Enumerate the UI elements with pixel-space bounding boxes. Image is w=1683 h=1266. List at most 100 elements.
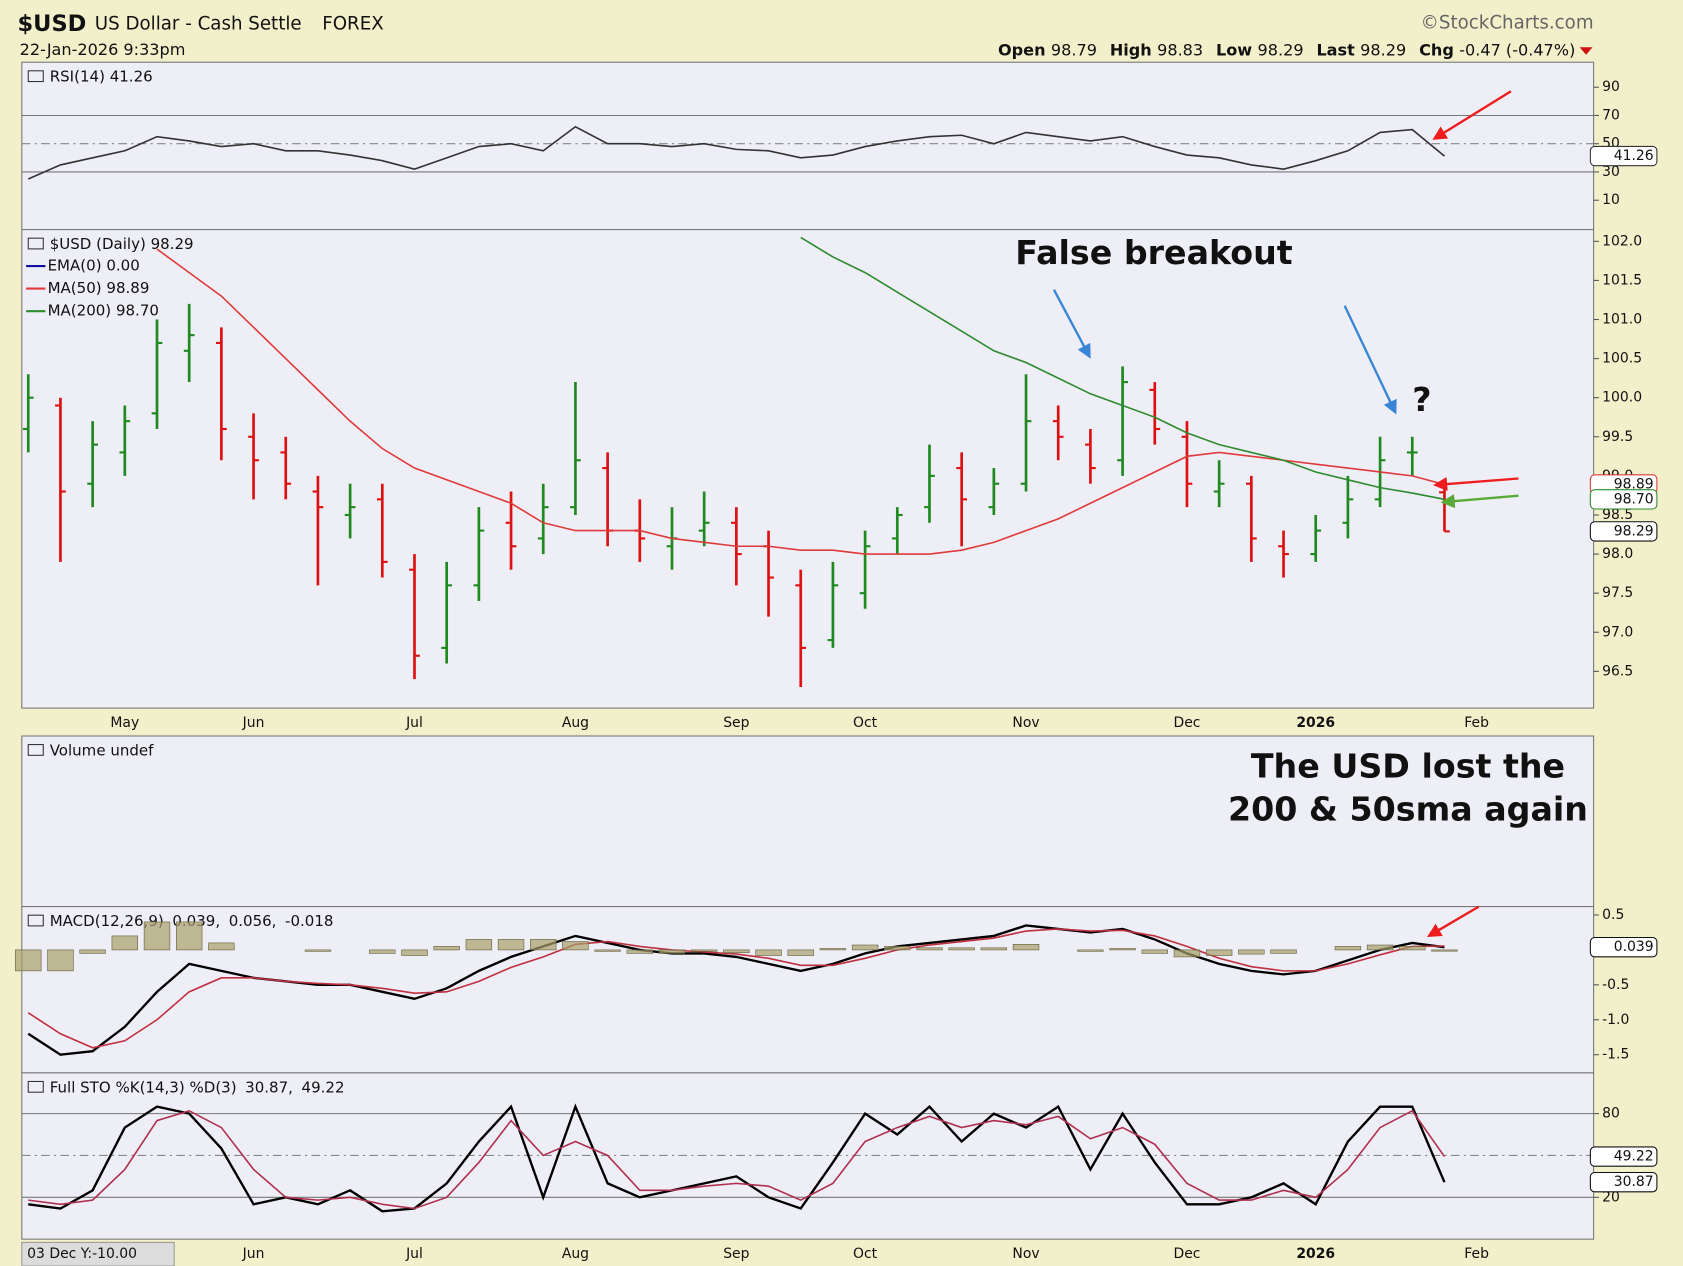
arrow <box>1433 477 1519 492</box>
histogram-bar <box>530 939 557 951</box>
histogram-bar <box>626 949 653 954</box>
panel-title: Volume undef <box>50 742 154 760</box>
y-tick-label: 30 <box>1602 164 1620 180</box>
y-tick-label: 80 <box>1602 1106 1620 1122</box>
histogram-bar <box>1399 946 1426 951</box>
price-tag <box>1589 521 1658 542</box>
price-tag-label: 98.89 <box>1614 476 1654 492</box>
y-tick-label: -1.5 <box>1602 1047 1629 1063</box>
legend-entry: -0.018 <box>285 912 333 930</box>
histogram-bar <box>916 947 943 951</box>
quote-label: Open <box>998 40 1046 59</box>
annotation: False breakout <box>1015 233 1292 272</box>
y-tick-label: 20 <box>1602 1189 1620 1205</box>
instrument-name: US Dollar - Cash Settle <box>95 14 302 35</box>
histogram-bar <box>79 949 106 954</box>
histogram-bar <box>304 949 332 952</box>
quote-value: 98.29 <box>1258 40 1304 59</box>
panel-background <box>21 906 1595 1074</box>
arrow <box>1343 305 1397 415</box>
price-tag <box>1589 489 1658 510</box>
arrow <box>1440 494 1519 509</box>
x-tick-label: Sep <box>723 1246 749 1262</box>
symbol: $USD <box>18 11 87 37</box>
price-tag-label: 98.29 <box>1614 523 1654 539</box>
histogram-bar <box>433 946 460 951</box>
panel-title: MACD(12,26,9) <box>50 912 164 930</box>
legend-entry: EMA(0) 0.00 <box>48 257 140 275</box>
x-tick-label: Feb <box>1464 715 1489 731</box>
histogram-bar <box>15 949 42 972</box>
panel-background <box>21 61 1595 231</box>
legend-entry: 30.87, <box>245 1078 293 1096</box>
x-tick-label: Feb <box>1464 1246 1489 1262</box>
y-tick-label: -1.0 <box>1602 1012 1629 1028</box>
legend-entry: MA(200) 98.70 <box>48 302 159 320</box>
annotation: 200 & 50sma again <box>1228 790 1588 829</box>
cursor-readout: 03 Dec Y:-10.00 <box>27 1246 137 1262</box>
quote-label: High <box>1110 40 1152 59</box>
title-icon <box>27 237 44 250</box>
histogram-bar <box>948 947 975 951</box>
x-tick-label: Dec <box>1173 715 1200 731</box>
x-tick-label: Nov <box>1012 715 1039 731</box>
series-line <box>27 125 1445 180</box>
y-tick-label: 101.0 <box>1602 312 1642 328</box>
histogram-bar <box>755 949 782 956</box>
title-icon <box>27 744 44 756</box>
panel-background <box>21 735 1595 908</box>
y-tick-label: 101.5 <box>1602 272 1642 288</box>
histogram-bar <box>47 949 74 972</box>
series-line <box>28 1103 1446 1213</box>
x-tick-label: Jun <box>242 1246 265 1262</box>
panel-background <box>21 229 1595 709</box>
quote-value: 98.29 <box>1360 40 1406 59</box>
y-tick-label: 10 <box>1602 192 1620 208</box>
price-tag-label: 0.039 <box>1614 939 1654 955</box>
readout-box <box>21 1241 175 1266</box>
histogram-bar <box>1109 948 1136 951</box>
series-line <box>800 236 1445 501</box>
price-tag-label: 49.22 <box>1614 1149 1654 1165</box>
x-tick-label: Sep <box>723 715 749 731</box>
arrows <box>1052 90 1519 937</box>
annotation: ? <box>1412 380 1431 419</box>
histogram-bar <box>723 949 750 954</box>
x-tick-label: Oct <box>853 715 878 731</box>
quote-line: Open 98.79 High 98.83 Low 98.29 Last 98.29 Chg -0… <box>998 40 1575 59</box>
quote-label: Chg <box>1419 40 1454 59</box>
histogram-bar <box>1431 949 1458 952</box>
price-tag-label: 41.26 <box>1614 148 1654 164</box>
y-tick-label: 97.0 <box>1602 624 1633 640</box>
histogram-bar <box>1205 949 1233 956</box>
quote-label: Last <box>1316 40 1355 59</box>
quote-value: 98.79 <box>1051 40 1097 59</box>
y-tick-label: 100.0 <box>1602 390 1642 406</box>
down-triangle <box>1579 47 1593 55</box>
histogram-bar <box>1334 946 1362 951</box>
quote-value: -0.47 (-0.47%) <box>1459 40 1575 59</box>
panel-background <box>21 1072 1595 1240</box>
series-line <box>28 1109 1446 1210</box>
arrow <box>1052 289 1091 359</box>
price-tag <box>1589 1171 1658 1193</box>
histogram-bar <box>1238 949 1265 955</box>
panel-title: $USD (Daily) 98.29 <box>50 235 194 253</box>
y-tick-label: 99.5 <box>1602 429 1633 445</box>
histogram-bar <box>594 949 621 952</box>
x-tick-label: Aug <box>562 715 589 731</box>
x-tick-label: Jul <box>405 1246 423 1262</box>
exchange: FOREX <box>322 14 383 35</box>
histogram-bar <box>401 949 428 956</box>
price-tag-label: 98.70 <box>1614 491 1654 507</box>
legend-entry: MA(50) 98.89 <box>48 279 150 297</box>
histogram-bar <box>562 941 589 951</box>
y-tick-label: 100.5 <box>1602 351 1642 367</box>
histogram-bar <box>1077 949 1104 952</box>
panel-title: RSI(14) 41.26 <box>50 68 153 86</box>
y-tick-label: 97.5 <box>1602 585 1633 601</box>
y-tick-label: 70 <box>1602 107 1620 123</box>
histogram-bar <box>819 948 847 951</box>
histogram-bar <box>980 947 1008 951</box>
